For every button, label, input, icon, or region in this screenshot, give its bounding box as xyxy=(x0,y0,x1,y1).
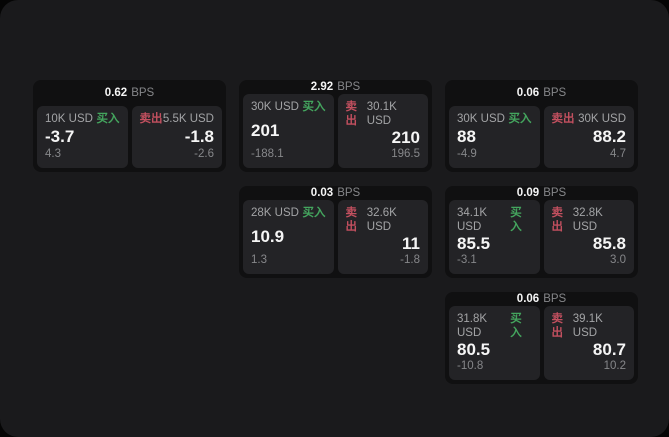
sell-price: 85.8 xyxy=(592,234,626,253)
sell-amount: 5.5K USD xyxy=(162,113,214,125)
sell-panel[interactable]: 卖出 30.1K USD 210 196.5 xyxy=(337,94,428,168)
card-header: 0.06 BPS xyxy=(445,80,638,106)
sell-side-label: 卖出 xyxy=(139,113,163,125)
buy-side-label: 买入 xyxy=(302,207,326,219)
quote-cards-grid: 0.62 BPS 10K USD 买入 -3.7 4.3 卖出 5.5K USD xyxy=(33,80,638,384)
quote-card: 0.06 BPS 31.8K USD 买入 80.5 -10.8 卖出 39.1… xyxy=(445,292,638,384)
card-header: 0.09 BPS xyxy=(445,186,638,200)
buy-amount: 10K USD xyxy=(45,113,93,125)
card-header: 0.03 BPS xyxy=(239,186,432,200)
buy-price: 88 xyxy=(457,127,476,146)
sell-side-label: 卖出 xyxy=(551,313,564,339)
sell-side-label: 卖出 xyxy=(551,113,575,125)
card-header: 2.92 BPS xyxy=(239,80,432,94)
sell-side-label: 卖出 xyxy=(345,207,358,233)
buy-change: -3.1 xyxy=(457,254,477,266)
quote-panels: 10K USD 买入 -3.7 4.3 卖出 5.5K USD -1.8 -2.… xyxy=(33,106,226,172)
bps-value: 2.92 xyxy=(310,81,334,93)
quote-card: 0.62 BPS 10K USD 买入 -3.7 4.3 卖出 5.5K USD xyxy=(33,80,226,172)
bps-unit-label: BPS xyxy=(337,187,361,199)
buy-panel[interactable]: 10K USD 买入 -3.7 4.3 xyxy=(37,106,128,168)
quote-panels: 28K USD 买入 10.9 1.3 卖出 32.6K USD 11 -1.8 xyxy=(239,200,432,278)
quote-card: 2.92 BPS 30K USD 买入 201 -188.1 卖出 30.1K … xyxy=(239,80,432,172)
buy-price: 85.5 xyxy=(457,234,491,253)
bps-value: 0.06 xyxy=(516,87,540,99)
sell-price: 11 xyxy=(402,234,420,253)
sell-price: 80.7 xyxy=(592,340,626,359)
buy-change: -4.9 xyxy=(457,148,477,160)
buy-change: 1.3 xyxy=(251,254,267,266)
sell-change: -1.8 xyxy=(400,254,420,266)
buy-price: 10.9 xyxy=(251,227,285,246)
buy-change: -188.1 xyxy=(251,148,284,160)
sell-panel[interactable]: 卖出 32.6K USD 11 -1.8 xyxy=(337,200,428,274)
buy-amount: 28K USD xyxy=(251,207,299,219)
buy-panel[interactable]: 34.1K USD 买入 85.5 -3.1 xyxy=(449,200,540,274)
buy-amount: 30K USD xyxy=(457,113,505,125)
buy-panel[interactable]: 28K USD 买入 10.9 1.3 xyxy=(243,200,334,274)
buy-amount: 34.1K USD xyxy=(457,207,488,233)
sell-change: 196.5 xyxy=(391,148,420,160)
buy-amount: 31.8K USD xyxy=(457,313,488,339)
buy-change: -10.8 xyxy=(457,360,484,372)
buy-side-label: 买入 xyxy=(510,313,522,339)
bps-unit-label: BPS xyxy=(543,187,567,199)
buy-panel[interactable]: 30K USD 买入 88 -4.9 xyxy=(449,106,540,168)
sell-panel[interactable]: 卖出 32.8K USD 85.8 3.0 xyxy=(543,200,634,274)
quote-panels: 34.1K USD 买入 85.5 -3.1 卖出 32.8K USD 85.8… xyxy=(445,200,638,278)
buy-change: 4.3 xyxy=(45,148,61,160)
bps-unit-label: BPS xyxy=(543,87,567,99)
sell-side-label: 卖出 xyxy=(551,207,564,233)
quote-card: 0.09 BPS 34.1K USD 买入 85.5 -3.1 卖出 32.8K… xyxy=(445,186,638,278)
sell-change: 3.0 xyxy=(610,254,626,266)
sell-price: 88.2 xyxy=(592,127,626,146)
sell-amount: 39.1K USD xyxy=(572,313,603,339)
buy-price: -3.7 xyxy=(45,127,75,146)
sell-side-label: 卖出 xyxy=(345,101,358,127)
quote-panels: 30K USD 买入 88 -4.9 卖出 30K USD 88.2 4.7 xyxy=(445,106,638,172)
card-header: 0.62 BPS xyxy=(33,80,226,106)
sell-amount: 30.1K USD xyxy=(366,101,397,127)
sell-panel[interactable]: 卖出 5.5K USD -1.8 -2.6 xyxy=(131,106,222,168)
bps-unit-label: BPS xyxy=(543,293,567,305)
sell-panel[interactable]: 卖出 30K USD 88.2 4.7 xyxy=(543,106,634,168)
sell-amount: 32.8K USD xyxy=(572,207,603,233)
buy-price: 201 xyxy=(251,121,280,140)
buy-amount: 30K USD xyxy=(251,101,299,113)
bps-value: 0.09 xyxy=(516,187,540,199)
buy-panel[interactable]: 31.8K USD 买入 80.5 -10.8 xyxy=(449,306,540,380)
bps-unit-label: BPS xyxy=(337,81,361,93)
quote-panels: 30K USD 买入 201 -188.1 卖出 30.1K USD 210 1… xyxy=(239,94,432,172)
card-header: 0.06 BPS xyxy=(445,292,638,306)
bps-value: 0.06 xyxy=(516,293,540,305)
buy-side-label: 买入 xyxy=(510,207,522,233)
sell-panel[interactable]: 卖出 39.1K USD 80.7 10.2 xyxy=(543,306,634,380)
quote-card: 0.03 BPS 28K USD 买入 10.9 1.3 卖出 32.6K US… xyxy=(239,186,432,278)
buy-side-label: 买入 xyxy=(302,101,326,113)
buy-side-label: 买入 xyxy=(508,113,532,125)
bps-unit-label: BPS xyxy=(131,87,155,99)
sell-price: 210 xyxy=(391,128,420,147)
sell-change: 4.7 xyxy=(610,148,626,160)
bps-value: 0.03 xyxy=(310,187,334,199)
buy-side-label: 买入 xyxy=(96,113,120,125)
sell-change: -2.6 xyxy=(194,148,214,160)
sell-change: 10.2 xyxy=(603,360,626,372)
quote-panels: 31.8K USD 买入 80.5 -10.8 卖出 39.1K USD 80.… xyxy=(445,306,638,384)
sell-amount: 30K USD xyxy=(578,113,626,125)
quote-card: 0.06 BPS 30K USD 买入 88 -4.9 卖出 30K USD xyxy=(445,80,638,172)
sell-amount: 32.6K USD xyxy=(366,207,397,233)
bps-value: 0.62 xyxy=(104,87,128,99)
sell-price: -1.8 xyxy=(184,127,214,146)
buy-panel[interactable]: 30K USD 买入 201 -188.1 xyxy=(243,94,334,168)
buy-price: 80.5 xyxy=(457,340,491,359)
